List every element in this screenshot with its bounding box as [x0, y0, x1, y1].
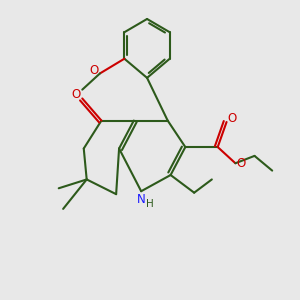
Text: O: O	[237, 157, 246, 170]
Text: N: N	[137, 193, 146, 206]
Text: O: O	[71, 88, 80, 101]
Text: O: O	[89, 64, 99, 77]
Text: O: O	[228, 112, 237, 125]
Text: H: H	[146, 200, 153, 209]
